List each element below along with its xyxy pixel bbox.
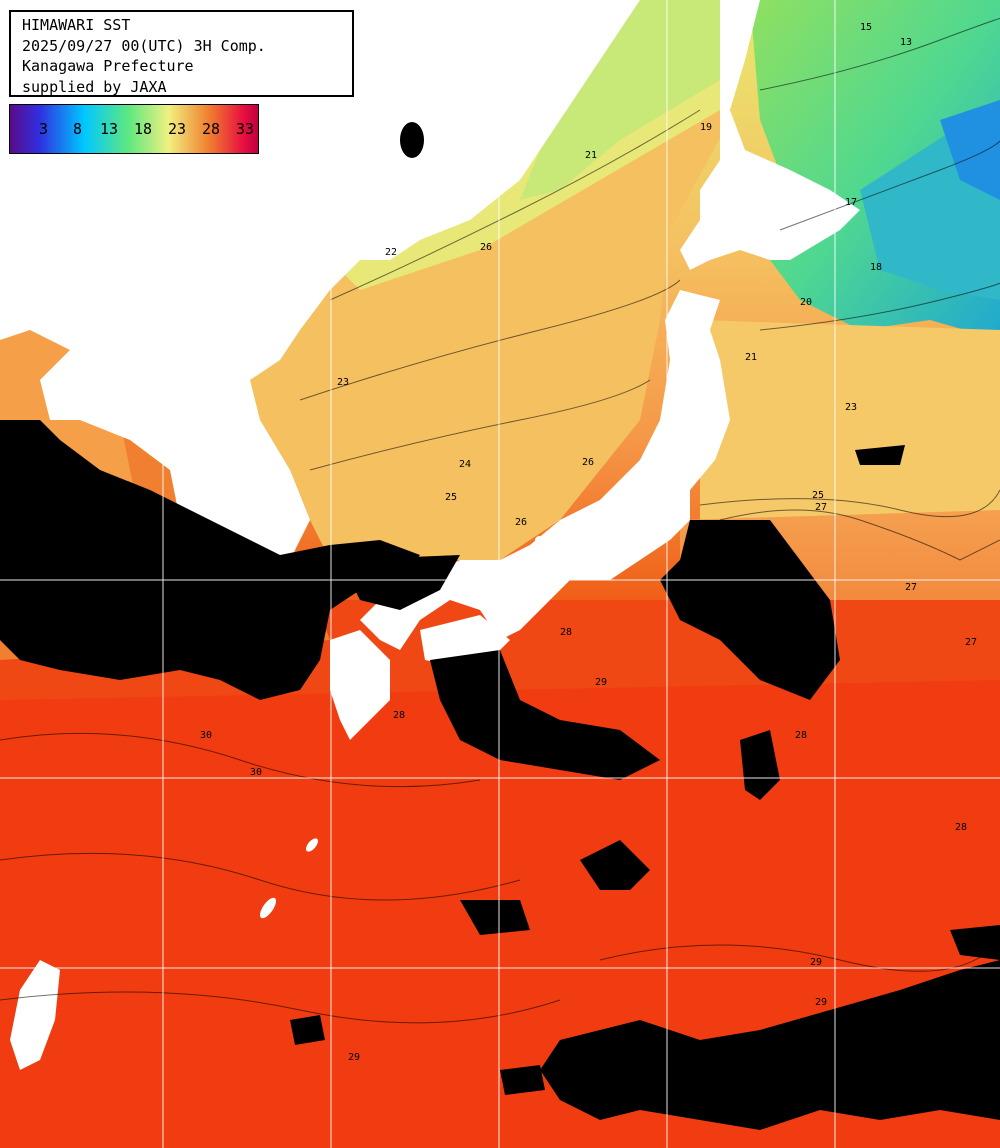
contour-label: 21 xyxy=(585,150,597,161)
scale-tick: 23 xyxy=(168,120,187,138)
pacific-warm-zone xyxy=(700,320,1000,540)
timestamp-label: 2025/09/27 00(UTC) 3H Comp. xyxy=(22,36,266,55)
scale-tick: 28 xyxy=(202,120,221,138)
japan-sea-far-north xyxy=(520,0,740,200)
contour-label: 21 xyxy=(745,352,757,363)
color-scale-legend: 3 8 13 18 23 28 33 xyxy=(9,104,259,154)
cloud-east-central xyxy=(660,520,840,700)
contour-label: 30 xyxy=(250,767,262,778)
scale-tick: 13 xyxy=(100,120,119,138)
cloud-sw-small xyxy=(290,1015,325,1045)
scale-tick: 8 xyxy=(73,120,83,138)
contour-label: 27 xyxy=(905,582,917,593)
land-sado xyxy=(684,304,696,320)
contour-label: 27 xyxy=(815,502,827,513)
contour-label: 24 xyxy=(459,459,471,470)
cloud-scatter-1 xyxy=(580,840,650,890)
cloud-s-small xyxy=(500,1065,545,1095)
info-box: HIMAWARI SST 2025/09/27 00(UTC) 3H Comp.… xyxy=(9,10,354,97)
contour-label: 25 xyxy=(445,492,457,503)
contour-label: 26 xyxy=(582,457,594,468)
cloud-east-small xyxy=(855,445,905,465)
color-scale-bar xyxy=(10,105,258,153)
contour-label: 18 xyxy=(870,262,882,273)
product-title: HIMAWARI SST xyxy=(22,16,131,34)
contour-label: 29 xyxy=(348,1052,360,1063)
contour-label: 25 xyxy=(812,490,824,501)
contour-labels: 15 13 17 19 21 21 23 23 24 25 25 26 26 2… xyxy=(200,22,977,1073)
land-kyushu xyxy=(330,630,390,740)
contour-label: 15 xyxy=(860,22,872,33)
scale-tick: 33 xyxy=(236,120,255,138)
contour-label: 30 xyxy=(200,730,212,741)
supplier-label: supplied by JAXA xyxy=(22,77,167,96)
contour-label: 17 xyxy=(845,197,857,208)
land-hokkaido xyxy=(680,0,860,270)
contour-label: 23 xyxy=(845,402,857,413)
cloud-korea-strait xyxy=(340,555,460,610)
contour-lines xyxy=(0,17,1000,1024)
land-oki xyxy=(535,536,545,544)
land-taiwan xyxy=(10,960,60,1070)
organization-label: Kanagawa Prefecture xyxy=(22,57,194,75)
land-honshu xyxy=(360,290,730,650)
cloud-southeast-band xyxy=(540,960,1000,1130)
contour-label: 26 xyxy=(515,517,527,528)
cloud-islet xyxy=(400,122,424,158)
land-okinawa xyxy=(259,897,277,919)
contour-label: 23 xyxy=(337,377,349,388)
cloud-south-japan xyxy=(430,650,660,780)
cloud-scatter-3 xyxy=(740,730,780,800)
scale-tick: 3 xyxy=(39,120,49,138)
contour-label: 27 xyxy=(965,637,977,648)
contour-label: 26 xyxy=(480,242,492,253)
scale-tick: 18 xyxy=(134,120,153,138)
cloud-east-edge xyxy=(950,925,1000,960)
north-pacific-cold-blue xyxy=(940,100,1000,200)
contour-label: 29 xyxy=(815,997,827,1008)
contour-label: 19 xyxy=(700,122,712,133)
contour-label: 28 xyxy=(795,730,807,741)
contour-label: 28 xyxy=(393,710,405,721)
contour-label: 29 xyxy=(595,677,607,688)
contour-label: 28 xyxy=(955,822,967,833)
cloud-scatter-2 xyxy=(460,900,530,935)
contour-label: 28 xyxy=(560,627,572,638)
cloud-yellow-sea xyxy=(0,420,420,700)
contour-label: 22 xyxy=(385,247,397,258)
contour-label: 13 xyxy=(900,37,912,48)
contour-label: 20 xyxy=(800,297,812,308)
contour-label: 30 xyxy=(960,1062,972,1073)
contour-label: 29 xyxy=(810,957,822,968)
land-amami xyxy=(306,838,318,852)
